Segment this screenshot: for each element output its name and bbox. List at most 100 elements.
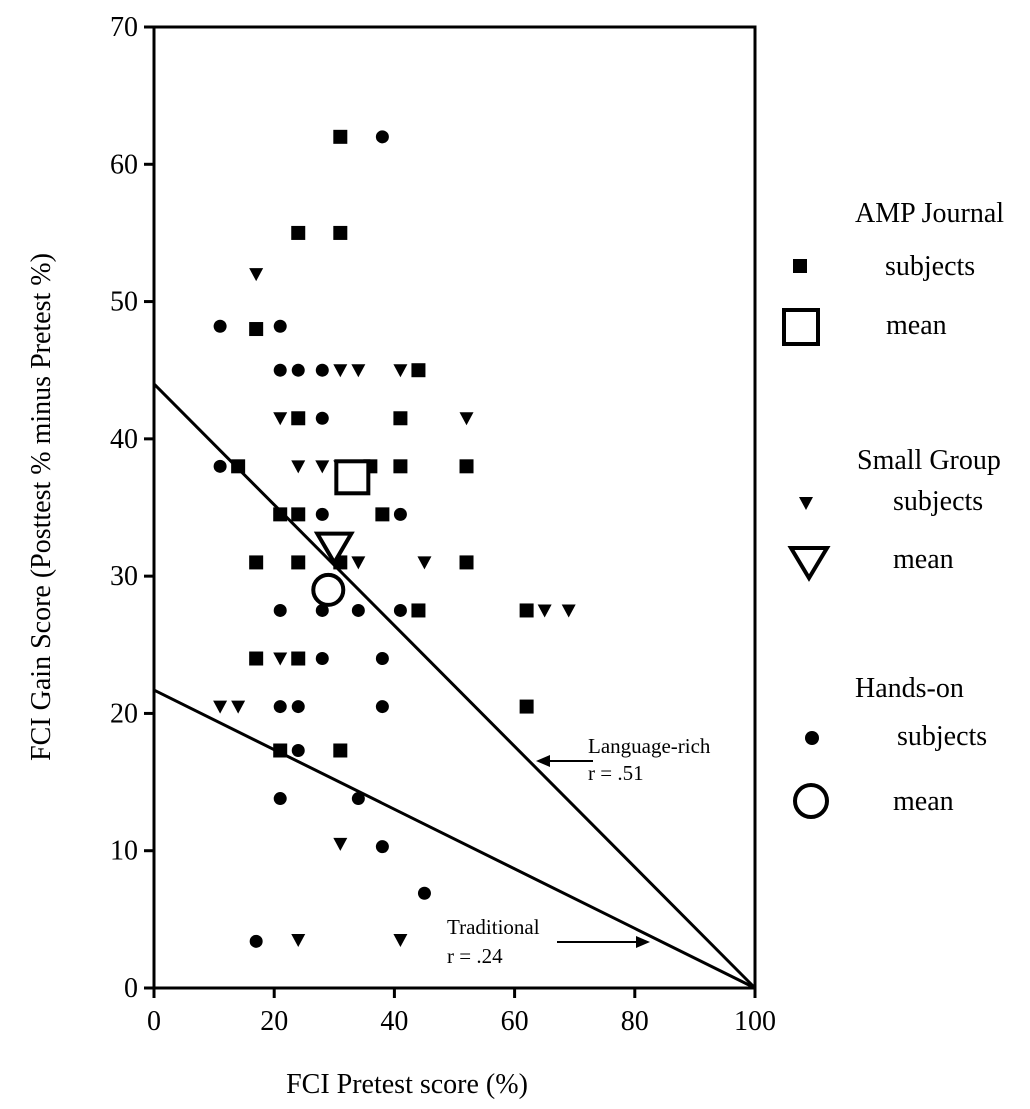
point-amp-journal: [411, 363, 426, 378]
point-small-group: [333, 364, 348, 378]
point-small-group: [351, 556, 366, 570]
traditional-label: Traditional: [447, 915, 540, 939]
language-rich-r: r = .51: [588, 761, 644, 785]
point-amp-journal: [291, 411, 306, 426]
point-hands-on: [291, 743, 305, 757]
point-amp-journal: [249, 322, 264, 337]
point-hands-on: [315, 603, 329, 617]
annotation-traditional: Traditional r = .24: [447, 915, 650, 968]
legend-amp-mean-label: mean: [886, 310, 947, 341]
point-amp-journal: [291, 225, 306, 240]
point-hands-on: [273, 363, 287, 377]
annotation-language-rich: Language-rich r = .51: [536, 734, 711, 785]
point-amp-journal: [291, 555, 306, 570]
point-amp-journal: [249, 651, 264, 666]
language-rich-arrowhead: [536, 755, 550, 767]
point-hands-on: [393, 507, 407, 521]
mean-small-group: [313, 531, 355, 567]
y-axis-title: FCI Gain Score (Posttest % minus Pretest…: [26, 253, 57, 761]
x-axis-ticks: 0 20 40 60 80 100: [147, 988, 776, 1037]
x-tick-label: 40: [380, 1006, 408, 1037]
point-hands-on: [375, 130, 389, 144]
point-amp-journal: [375, 507, 390, 522]
legend-hands-on-mean-marker: [793, 783, 829, 819]
point-hands-on: [291, 363, 305, 377]
y-tick-label: 60: [110, 149, 138, 180]
point-amp-journal: [291, 507, 306, 522]
point-hands-on: [291, 700, 305, 714]
point-small-group: [393, 933, 408, 947]
point-small-group: [459, 412, 474, 426]
legend-title-hands-on: Hands-on: [855, 673, 964, 704]
point-hands-on: [375, 700, 389, 714]
legend-small-group-subjects-label: subjects: [893, 486, 983, 517]
x-axis-title: FCI Pretest score (%): [286, 1069, 528, 1100]
fit-line-language-rich: [152, 382, 757, 990]
point-small-group: [273, 412, 288, 426]
point-amp-journal: [231, 459, 246, 474]
point-amp-journal: [411, 603, 426, 618]
point-hands-on: [273, 792, 287, 806]
legend-title-small-group: Small Group: [857, 445, 1001, 476]
traditional-r: r = .24: [447, 944, 503, 968]
point-amp-journal: [291, 651, 306, 666]
x-tick-label: 0: [147, 1006, 161, 1037]
point-amp-journal: [393, 411, 408, 426]
point-hands-on: [351, 603, 365, 617]
point-hands-on: [273, 319, 287, 333]
point-hands-on: [213, 319, 227, 333]
point-small-group: [291, 460, 306, 474]
point-hands-on: [273, 603, 287, 617]
legend-hands-on-subjects-label: subjects: [897, 721, 987, 752]
x-tick-label: 100: [734, 1006, 776, 1037]
point-amp-journal: [333, 225, 348, 240]
point-small-group: [393, 364, 408, 378]
y-tick-label: 0: [124, 973, 138, 1004]
point-amp-journal: [459, 555, 474, 570]
y-axis-ticks: 0 10 20 30 40 50 60 70: [110, 12, 154, 1004]
mean-markers: [311, 459, 371, 607]
point-small-group: [333, 837, 348, 851]
x-tick-label: 20: [260, 1006, 288, 1037]
y-tick-label: 40: [110, 424, 138, 455]
point-small-group: [315, 460, 330, 474]
point-amp-journal: [333, 129, 348, 144]
traditional-arrowhead: [636, 936, 650, 948]
point-hands-on: [249, 934, 263, 948]
language-rich-label: Language-rich: [588, 734, 711, 758]
point-small-group: [537, 604, 552, 618]
point-amp-journal: [393, 459, 408, 474]
point-amp-journal: [273, 507, 288, 522]
legend-title-amp-journal: AMP Journal: [855, 198, 1004, 229]
y-tick-label: 30: [110, 561, 138, 592]
point-hands-on: [315, 411, 329, 425]
point-hands-on: [315, 363, 329, 377]
y-tick-label: 20: [110, 698, 138, 729]
fit-line-traditional: [153, 688, 756, 990]
point-hands-on: [375, 652, 389, 666]
point-small-group: [231, 700, 246, 714]
plot-area-frame: [152, 25, 757, 990]
point-hands-on: [393, 603, 407, 617]
point-hands-on: [351, 792, 365, 806]
legend-hands-on-subjects-marker: [805, 731, 819, 745]
point-amp-journal: [519, 699, 534, 714]
legend-amp-mean-marker: [782, 308, 820, 346]
legend: AMP Journal subjects mean Small Group su…: [782, 198, 1004, 819]
point-amp-journal: [459, 459, 474, 474]
point-small-group: [417, 556, 432, 570]
point-small-group: [273, 652, 288, 666]
point-hands-on: [375, 840, 389, 854]
point-small-group: [351, 364, 366, 378]
y-tick-label: 50: [110, 287, 138, 318]
point-amp-journal: [333, 743, 348, 758]
regression-lines: [152, 382, 757, 990]
x-tick-label: 80: [621, 1006, 649, 1037]
mean-amp-journal: [334, 459, 371, 496]
point-hands-on: [417, 886, 431, 900]
x-tick-label: 60: [501, 1006, 529, 1037]
legend-amp-subjects-marker: [793, 259, 807, 273]
mean-hands-on: [311, 572, 346, 607]
legend-hands-on-mean-label: mean: [893, 786, 954, 817]
point-small-group: [249, 268, 264, 282]
